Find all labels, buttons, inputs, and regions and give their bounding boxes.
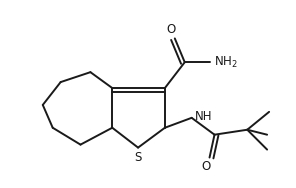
Text: NH: NH [195,110,212,123]
Text: O: O [201,159,210,173]
Text: O: O [166,24,176,36]
Text: S: S [134,151,142,164]
Text: NH$_2$: NH$_2$ [213,55,237,70]
